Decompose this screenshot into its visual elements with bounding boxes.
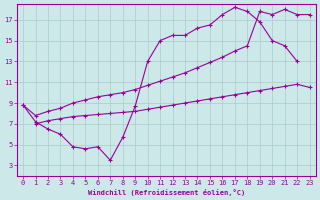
X-axis label: Windchill (Refroidissement éolien,°C): Windchill (Refroidissement éolien,°C) <box>88 189 245 196</box>
